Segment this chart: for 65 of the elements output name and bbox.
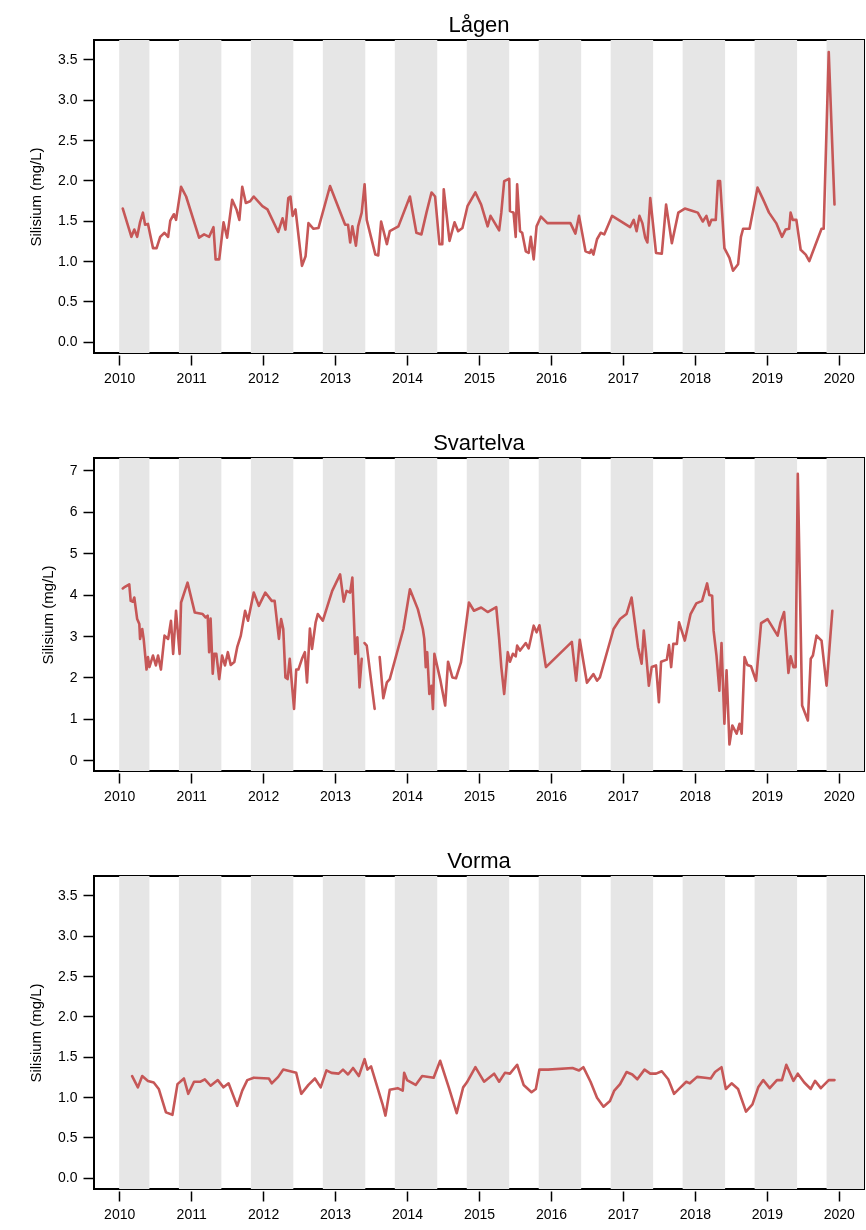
- x-tick-label: 2012: [248, 369, 280, 386]
- y-tick-label: 3.0: [58, 927, 78, 944]
- line-series: [121, 50, 836, 273]
- y-tick-label: 2: [69, 668, 78, 685]
- x-tick-label: 2015: [463, 787, 496, 804]
- y-axis-title: Silisium (mg/L): [27, 147, 45, 247]
- x-tick-label: 2019: [751, 369, 784, 386]
- chart-title: Vorma: [447, 848, 512, 873]
- x-tick-label: 2015: [463, 1205, 496, 1222]
- x-tick-label: 2019: [751, 1205, 784, 1222]
- x-tick-label: 2016: [535, 369, 568, 386]
- y-axis-title: Silisium (mg/L): [27, 983, 45, 1083]
- x-tick-label: 2018: [679, 787, 712, 804]
- x-tick-label: 2011: [176, 1205, 207, 1222]
- x-tick-label: 2010: [104, 787, 136, 804]
- chart-title: Lågen: [448, 12, 510, 37]
- x-tick-label: 2011: [176, 787, 207, 804]
- x-tick-label: 2015: [463, 369, 496, 386]
- y-tick-label: 2.5: [58, 131, 78, 148]
- x-tick-label: 2010: [104, 369, 136, 386]
- x-tick-label: 2013: [320, 787, 352, 804]
- x-tick-label: 2014: [391, 787, 424, 804]
- y-tick-label: 0.5: [58, 292, 78, 309]
- chart-title: Svartelva: [433, 430, 526, 455]
- y-tick-label: 1: [69, 710, 78, 727]
- x-tick-label: 2019: [751, 787, 784, 804]
- y-tick-label: 1.5: [58, 1048, 78, 1065]
- y-tick-label: 4: [69, 586, 78, 603]
- x-tick-label: 2011: [176, 369, 207, 386]
- y-tick-label: 0.0: [58, 1169, 78, 1186]
- x-tick-label: 2020: [823, 369, 856, 386]
- x-tick-label: 2017: [607, 1205, 640, 1222]
- y-tick-label: 2.0: [58, 171, 78, 188]
- x-tick-label: 2014: [391, 369, 424, 386]
- y-tick-label: 5: [69, 544, 78, 561]
- x-tick-label: 2017: [607, 369, 640, 386]
- x-tick-label: 2017: [607, 787, 640, 804]
- x-tick-label: 2012: [248, 787, 280, 804]
- x-tick-label: 2016: [535, 1205, 568, 1222]
- x-tick-label: 2013: [320, 1205, 352, 1222]
- x-tick-label: 2014: [391, 1205, 424, 1222]
- y-tick-label: 0.0: [58, 333, 78, 350]
- line-series: [130, 1057, 836, 1117]
- y-tick-label: 3.5: [58, 886, 78, 903]
- y-tick-label: 2.0: [58, 1007, 78, 1024]
- x-tick-label: 2018: [679, 369, 712, 386]
- y-tick-label: 3: [69, 627, 78, 644]
- x-tick-label: 2016: [535, 787, 568, 804]
- y-tick-label: 1.5: [58, 212, 78, 229]
- x-tick-label: 2010: [104, 1205, 136, 1222]
- y-tick-label: 1.0: [58, 1088, 78, 1105]
- x-tick-label: 2018: [679, 1205, 712, 1222]
- y-tick-label: 1.0: [58, 252, 78, 269]
- x-tick-label: 2020: [823, 1205, 856, 1222]
- y-tick-label: 3.5: [58, 50, 78, 67]
- y-tick-label: 7: [69, 461, 78, 478]
- y-tick-label: 0: [69, 751, 78, 768]
- y-tick-label: 2.5: [58, 967, 78, 984]
- x-tick-label: 2012: [248, 1205, 280, 1222]
- x-tick-label: 2020: [823, 787, 856, 804]
- y-axis-title: Silisium (mg/L): [38, 565, 56, 665]
- y-tick-label: 0.5: [58, 1128, 78, 1145]
- y-tick-label: 3.0: [58, 91, 78, 108]
- x-tick-label: 2013: [320, 369, 352, 386]
- y-tick-label: 6: [69, 503, 78, 520]
